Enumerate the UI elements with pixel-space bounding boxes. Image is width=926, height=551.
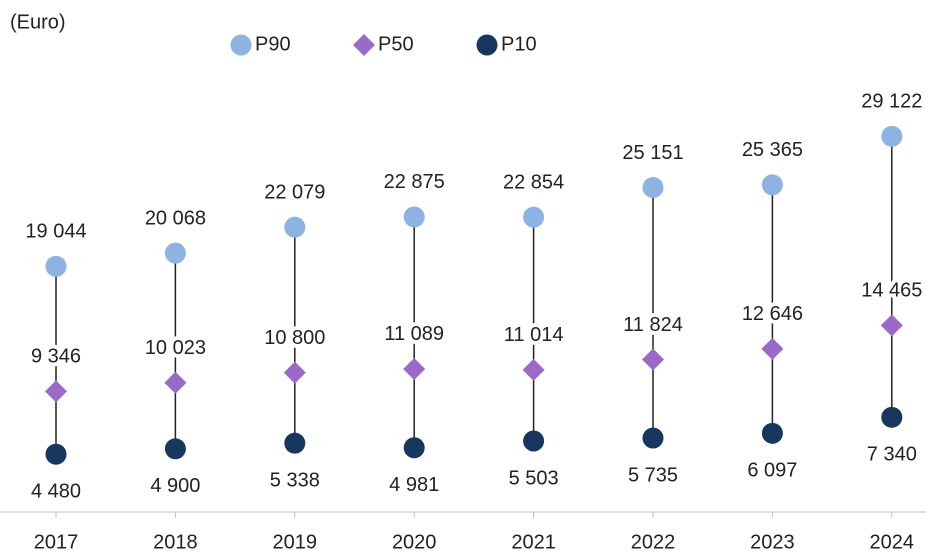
- x-tick-label: 2020: [392, 531, 437, 551]
- marker-circle: [642, 427, 664, 449]
- data-label: 5 503: [509, 467, 559, 489]
- x-tick-label: 2023: [750, 531, 795, 551]
- data-label: 4 900: [150, 475, 200, 497]
- data-label: 29 122: [861, 91, 922, 113]
- data-label: 11 014: [504, 324, 564, 346]
- x-tick-label: 2021: [511, 531, 556, 551]
- data-label: 12 646: [742, 303, 803, 325]
- x-tick-label: 2019: [273, 531, 318, 551]
- data-label: 7 340: [867, 444, 917, 466]
- data-label: 19 044: [25, 221, 86, 243]
- x-tick-label: 2018: [153, 531, 198, 551]
- marker-circle: [881, 125, 903, 147]
- x-tick-label: 2022: [631, 531, 676, 551]
- legend-label: P50: [378, 33, 414, 55]
- marker-circle: [881, 406, 903, 428]
- marker-diamond: [761, 337, 784, 360]
- marker-circle: [164, 242, 186, 264]
- chart-subtitle: (Euro): [10, 11, 66, 33]
- data-label: 14 465: [861, 280, 922, 302]
- data-label: 5 735: [628, 464, 678, 486]
- marker-circle: [284, 216, 306, 238]
- data-label: 9 346: [31, 346, 81, 368]
- marker-circle: [403, 206, 425, 228]
- data-label: 22 854: [503, 171, 564, 193]
- marker-circle: [284, 432, 306, 454]
- marker-circle: [476, 34, 498, 56]
- data-label: 10 800: [264, 327, 325, 349]
- data-label: 25 365: [742, 139, 803, 161]
- data-label: 6 097: [747, 460, 797, 482]
- marker-circle: [230, 34, 252, 56]
- data-label: 11 824: [623, 314, 683, 336]
- marker-diamond: [283, 361, 306, 384]
- marker-diamond: [403, 357, 426, 380]
- marker-circle: [523, 206, 545, 228]
- data-label: 11 089: [384, 323, 444, 345]
- legend-label: P10: [501, 33, 537, 55]
- data-label: 22 079: [264, 181, 325, 203]
- marker-diamond: [522, 358, 545, 381]
- marker-diamond: [45, 380, 67, 403]
- data-label: 4 480: [31, 480, 81, 502]
- marker-circle: [761, 422, 783, 444]
- data-label: 5 338: [270, 469, 320, 491]
- marker-diamond: [880, 314, 903, 337]
- marker-circle: [642, 177, 664, 199]
- data-label: 10 023: [145, 337, 206, 359]
- x-tick-label: 2024: [870, 531, 915, 551]
- data-label: 22 875: [384, 171, 445, 193]
- marker-circle: [761, 174, 783, 196]
- legend-label: P90: [255, 33, 291, 55]
- data-label: 20 068: [145, 207, 206, 229]
- marker-circle: [45, 443, 67, 465]
- marker-diamond: [164, 371, 187, 394]
- marker-circle: [45, 255, 67, 277]
- marker-diamond: [642, 348, 664, 371]
- marker-circle: [403, 437, 425, 459]
- data-label: 4 981: [389, 474, 439, 496]
- marker-diamond: [353, 34, 375, 56]
- x-tick-label: 2017: [34, 531, 79, 551]
- data-label: 25 151: [622, 142, 683, 164]
- marker-circle: [523, 430, 545, 452]
- marker-circle: [164, 438, 186, 460]
